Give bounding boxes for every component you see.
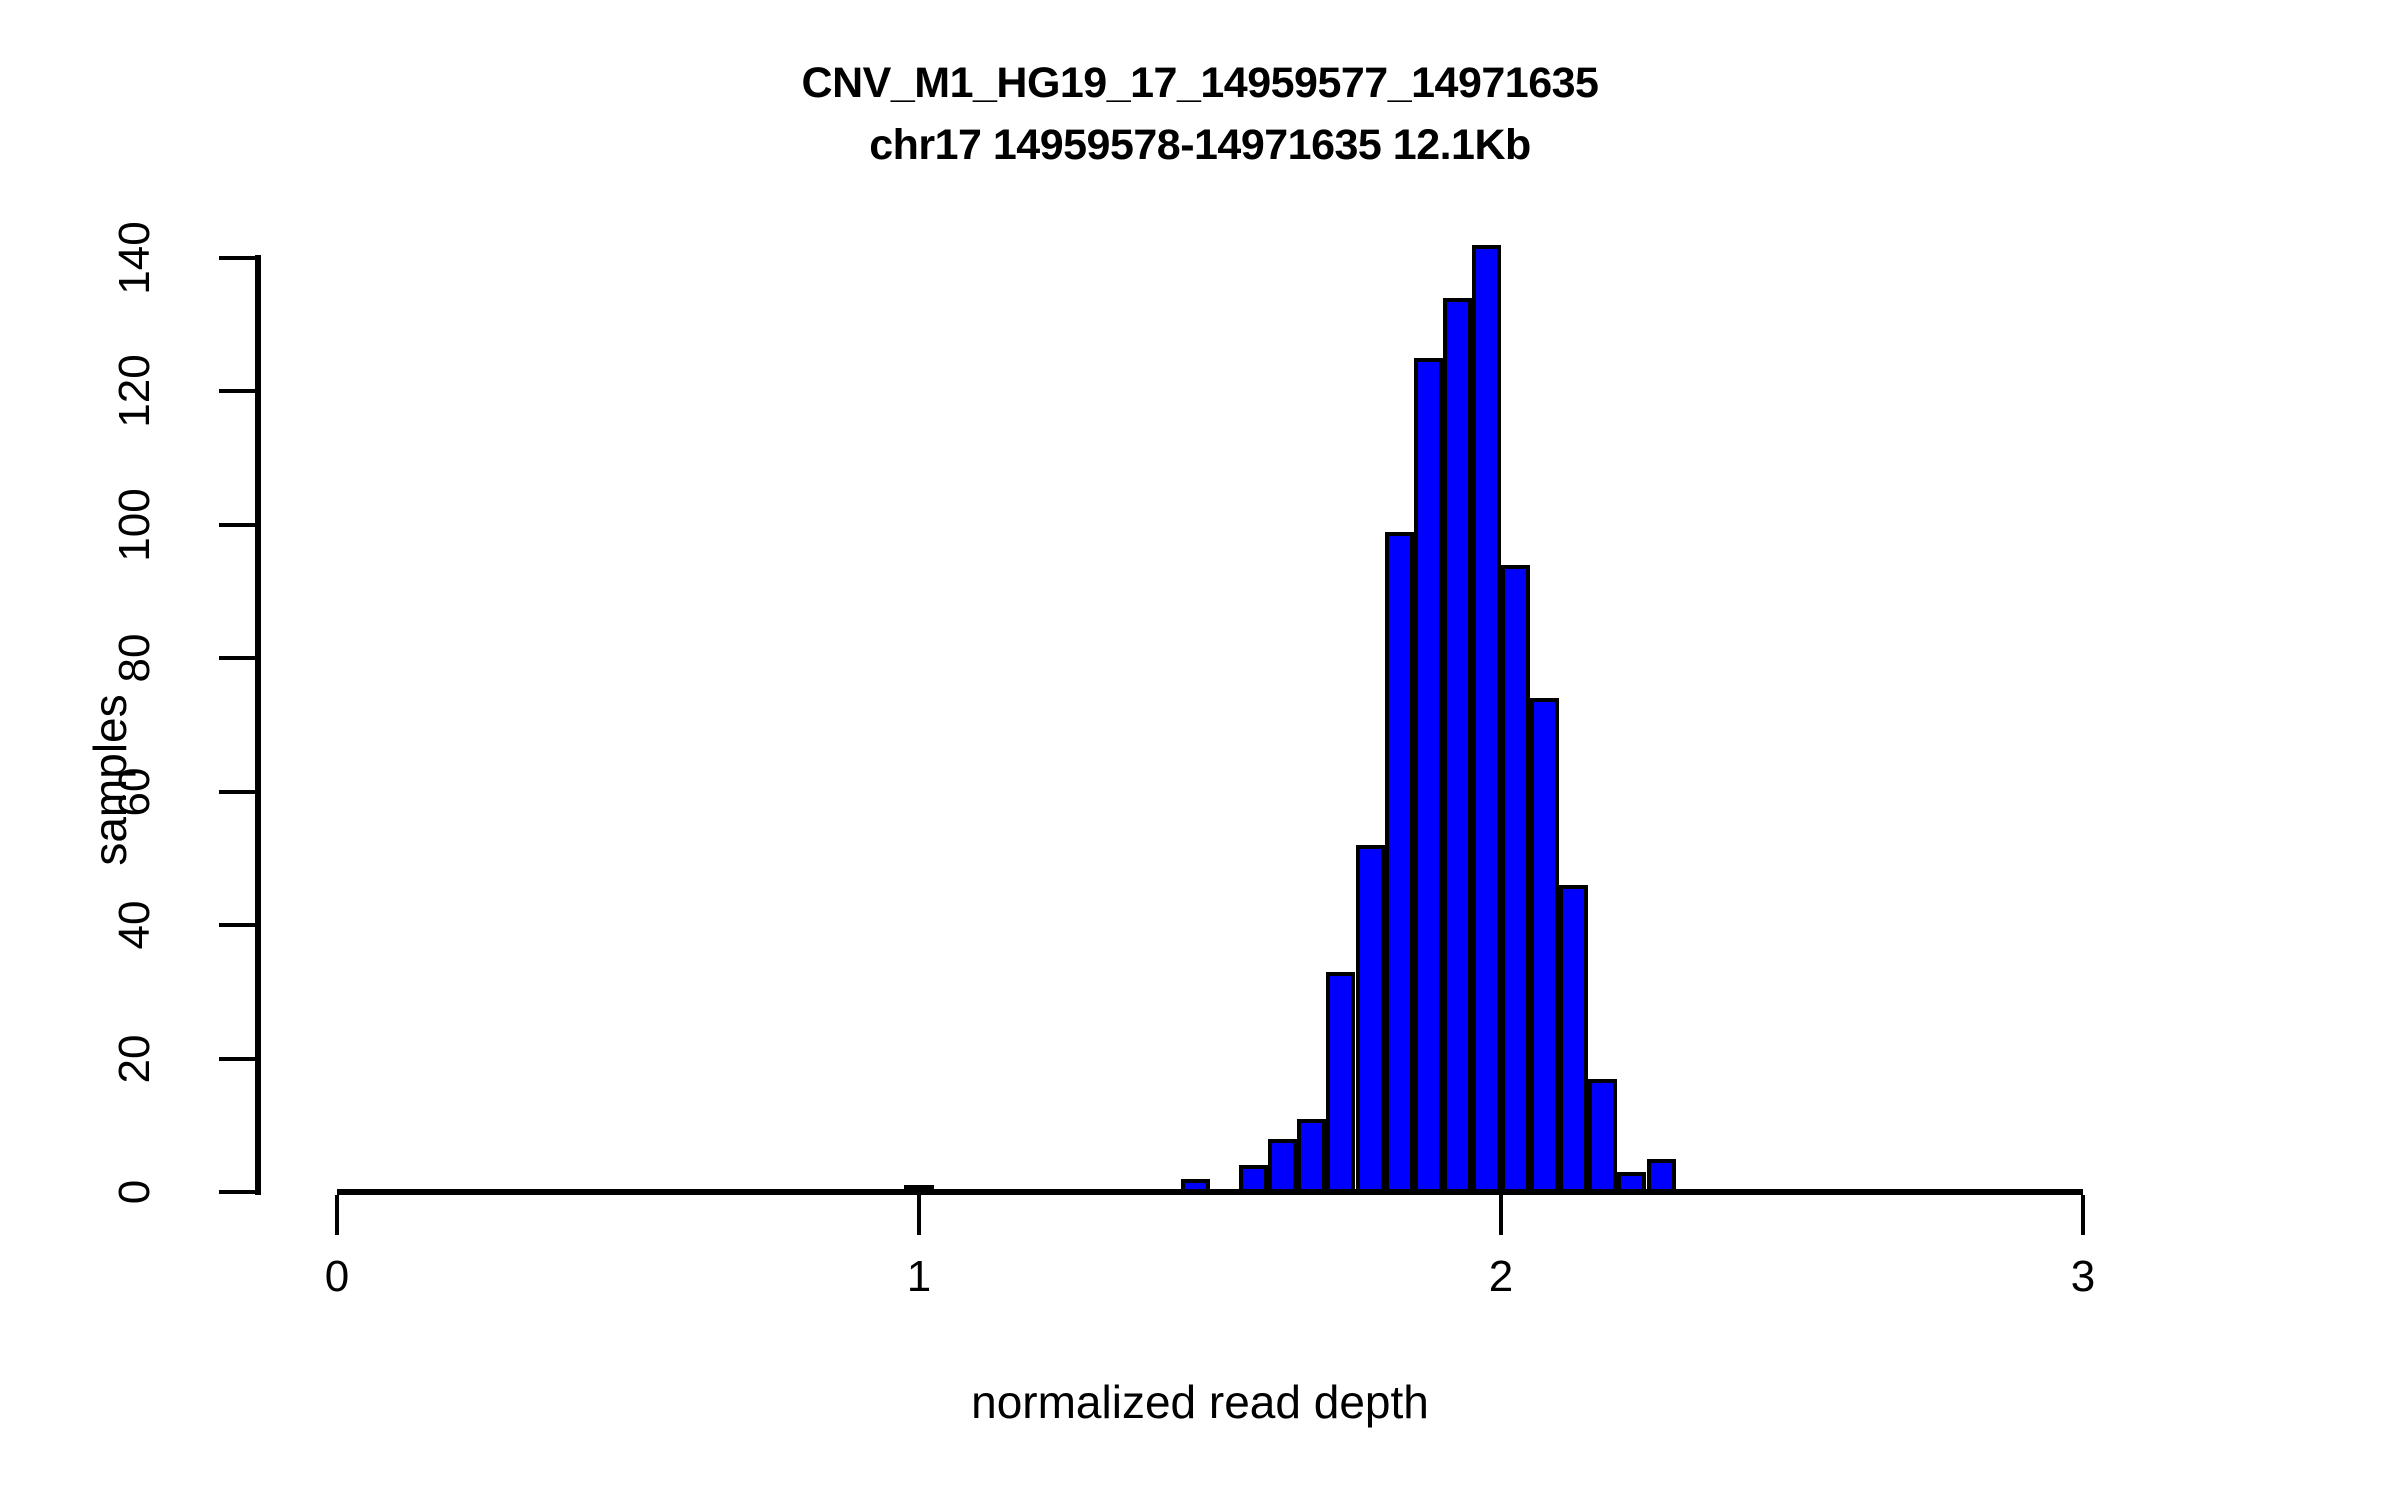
y-tick-mark — [219, 389, 255, 394]
y-tick-label: 0 — [110, 1179, 159, 1205]
x-tick-mark — [335, 1195, 339, 1235]
histogram-bar — [1588, 1078, 1618, 1195]
x-tick-label: 2 — [1488, 1252, 1514, 1301]
y-tick-label: 140 — [110, 221, 159, 295]
y-tick-mark — [219, 522, 255, 527]
x-tick-label: 3 — [2070, 1252, 2096, 1301]
y-tick-mark — [219, 1190, 255, 1194]
histogram-bar — [1297, 1118, 1327, 1195]
title-line-2: chr17 14959578-14971635 12.1Kb — [869, 121, 1531, 169]
histogram-bar — [1326, 971, 1356, 1195]
x-axis-label: normalized read depth — [971, 1376, 1429, 1428]
title-line-1: CNV_M1_HG19_17_14959577_14971635 — [801, 59, 1599, 107]
histogram-bar — [1268, 1138, 1298, 1195]
y-tick-mark — [219, 923, 255, 928]
x-tick-mark — [2081, 1195, 2085, 1235]
y-axis-label: samples — [84, 694, 136, 866]
histogram-bar — [1501, 564, 1531, 1195]
plot-title: CNV_M1_HG19_17_14959577_14971635 chr17 1… — [0, 52, 2400, 176]
histogram-bar — [1471, 244, 1501, 1195]
y-tick-mark — [219, 256, 255, 260]
histogram-bar — [1442, 298, 1472, 1195]
x-axis-line — [337, 1189, 2083, 1195]
x-tick-label: 0 — [324, 1252, 350, 1301]
x-tick-label: 1 — [906, 1252, 932, 1301]
y-tick-mark — [219, 789, 255, 794]
x-tick-mark — [917, 1195, 921, 1235]
histogram-bar — [1530, 698, 1560, 1195]
x-tick-mark — [1499, 1195, 1503, 1235]
y-tick-mark — [219, 1056, 255, 1061]
y-tick-label: 100 — [110, 488, 159, 562]
histogram-bar — [1384, 531, 1414, 1195]
histogram-bar — [1559, 885, 1589, 1195]
y-tick-label: 20 — [110, 1034, 159, 1084]
histogram-bar — [1413, 358, 1443, 1195]
histogram-bar — [1355, 845, 1385, 1195]
y-tick-label: 120 — [110, 354, 159, 429]
y-axis-line — [255, 255, 261, 1195]
y-tick-mark — [219, 656, 255, 661]
